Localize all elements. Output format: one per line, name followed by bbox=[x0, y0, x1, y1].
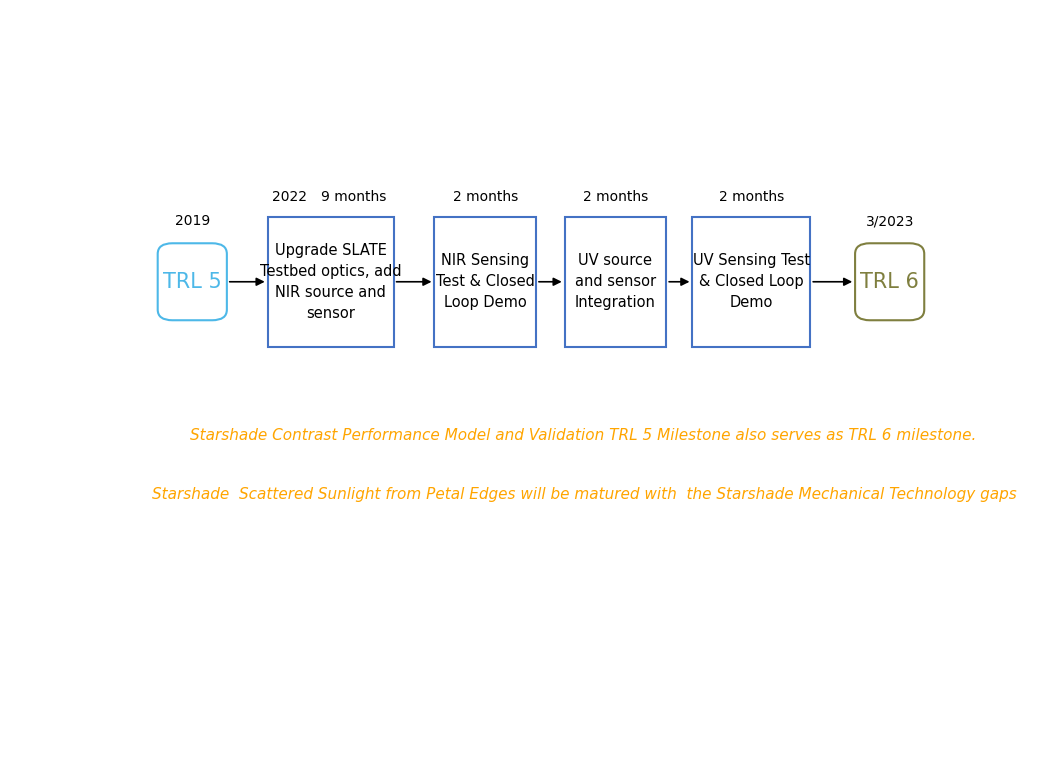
Text: UV source
and sensor
Integration: UV source and sensor Integration bbox=[574, 253, 656, 310]
Text: 2 months: 2 months bbox=[718, 190, 784, 204]
Text: 3/2023: 3/2023 bbox=[865, 215, 914, 228]
Text: Starshade Contrast Performance Model and Validation TRL 5 Milestone also serves : Starshade Contrast Performance Model and… bbox=[190, 428, 977, 443]
Bar bbox=[565, 217, 667, 347]
Text: 2 months: 2 months bbox=[583, 190, 648, 204]
Text: Upgrade SLATE
Testbed optics, add
NIR source and
sensor: Upgrade SLATE Testbed optics, add NIR so… bbox=[259, 243, 401, 321]
Text: 9 months: 9 months bbox=[320, 190, 386, 204]
FancyBboxPatch shape bbox=[158, 243, 227, 320]
Text: 2022: 2022 bbox=[272, 190, 307, 204]
Bar bbox=[435, 217, 537, 347]
Text: 2 months: 2 months bbox=[453, 190, 518, 204]
Text: NIR Sensing
Test & Closed
Loop Demo: NIR Sensing Test & Closed Loop Demo bbox=[436, 253, 534, 310]
Text: 2019: 2019 bbox=[174, 215, 210, 228]
Text: Starshade  Scattered Sunlight from Petal Edges will be matured with  the Starsha: Starshade Scattered Sunlight from Petal … bbox=[151, 488, 1016, 502]
Bar bbox=[268, 217, 394, 347]
Text: TRL 6: TRL 6 bbox=[860, 271, 919, 291]
Bar bbox=[692, 217, 811, 347]
Text: TRL 5: TRL 5 bbox=[163, 271, 222, 291]
Text: UV Sensing Test
& Closed Loop
Demo: UV Sensing Test & Closed Loop Demo bbox=[693, 253, 810, 310]
FancyBboxPatch shape bbox=[855, 243, 924, 320]
